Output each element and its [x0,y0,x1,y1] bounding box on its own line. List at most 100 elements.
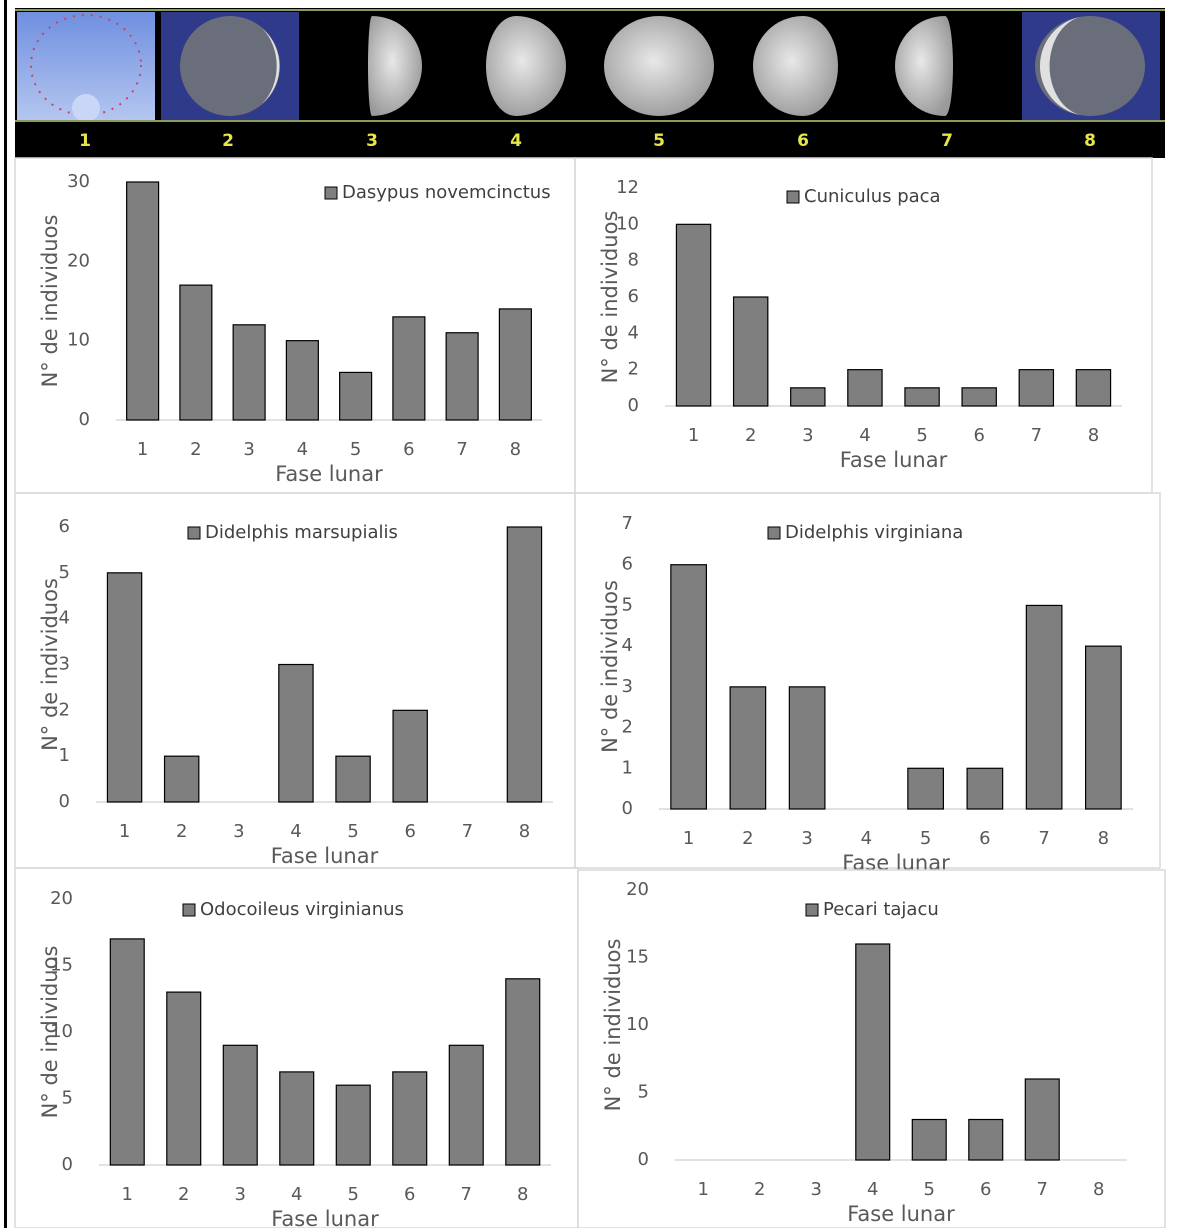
x-tick-label: 7 [456,439,467,460]
x-tick-label: 3 [802,425,813,446]
bar [962,388,996,406]
x-axis-title: Fase lunar [271,844,379,868]
bar [165,756,199,802]
y-axis-title: N° de individuos [598,211,622,384]
x-tick-label: 6 [404,1184,415,1205]
x-tick-label: 1 [122,1184,133,1205]
legend-label: Didelphis marsupialis [205,522,398,543]
bar [449,1045,483,1165]
y-tick-label: 0 [62,1154,73,1175]
bar [393,1072,427,1165]
bar [905,388,939,406]
legend-swatch [768,527,780,539]
y-tick-label: 0 [622,798,633,819]
phase-label: 6 [797,131,809,151]
x-tick-label: 3 [811,1179,822,1200]
x-tick-label: 2 [742,828,753,849]
bar [912,1120,946,1161]
bar-chart: 0510152012345678Pecari tajacuN° de indiv… [578,870,1165,1228]
x-tick-label: 1 [119,821,130,842]
y-tick-label: 6 [628,286,639,307]
bar [848,370,882,406]
legend-swatch [806,904,818,916]
x-axis-title: Fase lunar [271,1207,379,1228]
y-tick-label: 10 [67,330,90,351]
x-tick-label: 1 [688,425,699,446]
bar [671,565,707,809]
y-tick-label: 15 [626,947,649,968]
bar [499,309,531,420]
x-tick-label: 8 [1093,1179,1104,1200]
bar [286,341,318,420]
figure: 12345678 010203012345678Dasypus novemcin… [0,0,1181,1228]
bar [1076,370,1110,406]
x-tick-label: 4 [291,1184,302,1205]
y-tick-label: 20 [626,879,649,900]
x-tick-label: 7 [1037,1179,1048,1200]
legend-label: Didelphis virginiana [785,522,963,543]
legend-label: Pecari tajacu [823,899,939,920]
y-tick-label: 0 [628,395,639,416]
y-tick-label: 0 [59,791,70,812]
x-tick-label: 7 [1038,828,1049,849]
bar [507,527,541,802]
y-tick-label: 20 [67,250,90,271]
legend-label: Cuniculus paca [804,186,941,207]
x-tick-label: 3 [801,828,812,849]
bar [110,939,144,1165]
y-axis-title: N° de individuos [38,215,62,388]
x-tick-label: 7 [461,1184,472,1205]
x-tick-label: 8 [510,439,521,460]
bar [791,388,825,406]
x-tick-label: 3 [243,439,254,460]
phase-label: 8 [1084,131,1096,151]
y-tick-label: 6 [622,554,633,575]
x-tick-label: 8 [519,821,530,842]
x-tick-label: 2 [754,1179,765,1200]
y-tick-label: 1 [622,757,633,778]
x-tick-label: 8 [1098,828,1109,849]
bar [908,768,944,809]
x-tick-label: 4 [297,439,308,460]
bar [280,1072,314,1165]
x-tick-label: 8 [1088,425,1099,446]
y-tick-label: 12 [616,177,639,198]
y-tick-label: 3 [622,676,633,697]
bar [1019,370,1053,406]
bar [446,333,478,420]
x-tick-label: 3 [235,1184,246,1205]
y-axis-title: N° de individuos [601,939,625,1112]
bar [167,992,201,1165]
x-tick-label: 6 [979,828,990,849]
x-tick-label: 5 [350,439,361,460]
legend-swatch [183,904,195,916]
y-tick-label: 5 [62,1088,73,1109]
phase-label: 3 [366,131,378,151]
bar [393,710,427,802]
bar [1025,1079,1059,1160]
page-border [4,0,7,1228]
x-tick-label: 5 [920,828,931,849]
phase-label: 5 [653,131,665,151]
y-axis-title: N° de individuos [38,578,62,751]
chart-frame [15,158,575,493]
x-axis-title: Fase lunar [275,462,383,486]
chart-frame [575,493,1160,868]
bar [107,573,141,802]
bar [233,325,265,420]
chart-frame [15,868,578,1228]
x-tick-label: 2 [190,439,201,460]
x-tick-label: 7 [462,821,473,842]
y-tick-label: 0 [79,409,90,430]
y-tick-label: 20 [50,888,73,909]
y-tick-label: 30 [67,171,90,192]
y-tick-label: 5 [638,1082,649,1103]
x-tick-label: 2 [745,425,756,446]
x-tick-label: 1 [698,1179,709,1200]
y-tick-label: 7 [622,513,633,534]
x-tick-label: 6 [973,425,984,446]
x-tick-label: 1 [683,828,694,849]
